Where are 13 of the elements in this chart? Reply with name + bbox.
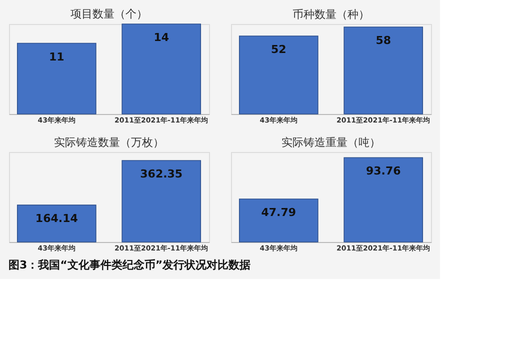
- data-label: 362.35: [140, 167, 183, 180]
- data-label: 52: [270, 43, 286, 56]
- data-label: 11: [48, 50, 64, 64]
- data-label: 93.76: [366, 164, 402, 178]
- data-label: 58: [376, 34, 392, 47]
- data-label: 14: [154, 31, 170, 44]
- chart-title: 项目数量（个）: [70, 8, 148, 21]
- data-label: 47.79: [261, 206, 296, 219]
- chart-title: 实际铸造重量（吨）: [282, 136, 380, 149]
- caption: 图3：我国“文化事件类纪念币”发行状况对比数据: [8, 258, 251, 272]
- chart-title: 实际铸造数量（万枚）: [54, 136, 164, 149]
- chart-title: 币种数量（种）: [292, 8, 370, 21]
- data-label: 164.14: [35, 212, 78, 226]
